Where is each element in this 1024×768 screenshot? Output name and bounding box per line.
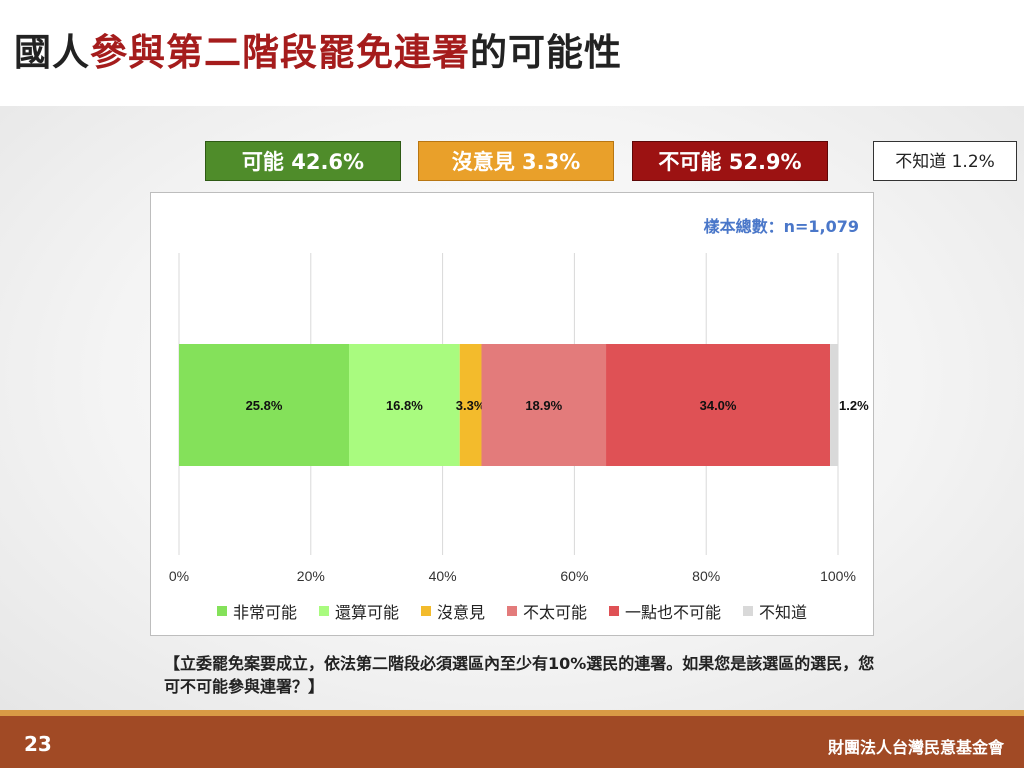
x-tick-label: 40% — [429, 568, 457, 584]
stacked-bar-chart: 0% 20% 40% 60% 80% 100% 25.8% 16.8% 3.3% 18.9% 34.… — [169, 253, 869, 584]
legend-item: 還算可能 — [318, 599, 399, 623]
data-label: 1.2% — [839, 398, 869, 413]
bar-segment — [459, 344, 482, 466]
data-label: 3.3% — [456, 398, 486, 413]
legend-label: 沒意見 — [436, 603, 485, 622]
footer-bar: 23 財團法人台灣民意基金會 — [0, 710, 1024, 768]
legend-item: 不太可能 — [507, 599, 587, 623]
legend-swatch — [743, 606, 754, 616]
data-label: 16.8% — [386, 398, 423, 413]
page-number: 23 — [24, 732, 52, 756]
data-label: 18.9% — [525, 398, 562, 413]
bar-segment — [179, 344, 350, 466]
legend-item: 一點也不可能 — [609, 599, 721, 623]
legend-swatch — [318, 606, 329, 616]
data-label: 25.8% — [246, 398, 283, 413]
legend-label: 不太可能 — [523, 603, 588, 622]
legend-label: 一點也不可能 — [625, 603, 722, 622]
page-title: 國人參與第二階段罷免連署的可能性 — [14, 22, 622, 76]
legend-label: 不知道 — [759, 603, 808, 622]
bar-segment — [349, 344, 460, 466]
legend-label: 還算可能 — [334, 603, 399, 622]
data-label: 34.0% — [700, 398, 737, 413]
chart-legend: 非常可能 還算可能 沒意見 不太可能 一點也不可能 不知道 — [151, 599, 873, 623]
x-tick-label: 20% — [297, 568, 325, 584]
title-part1: 國人 — [14, 31, 90, 74]
legend-swatch — [216, 606, 227, 616]
legend-item: 沒意見 — [420, 599, 485, 623]
legend-swatch — [609, 606, 620, 616]
survey-question: 【立委罷免案要成立，依法第二階段必須選區內至少有10%選民的連署。如果您是該選區… — [164, 654, 875, 696]
x-tick-label: 100% — [820, 568, 856, 584]
legend-swatch — [420, 606, 431, 616]
summary-possible: 可能 42.6% — [205, 141, 401, 181]
legend-swatch — [507, 606, 517, 616]
x-tick-label: 60% — [560, 568, 588, 584]
legend-item: 不知道 — [743, 599, 807, 623]
organization-name: 財團法人台灣民意基金會 — [827, 738, 1004, 757]
sample-size: 樣本總數：n=1,079 — [703, 217, 859, 236]
chart-panel: 樣本總數：n=1,079 0% 20% 40% 60% 80% 100% 25.8% 16.8… — [150, 192, 874, 636]
title-highlight: 參與第二階段罷免連署 — [90, 31, 470, 74]
legend-label: 非常可能 — [232, 603, 297, 622]
x-tick-label: 80% — [692, 568, 720, 584]
summary-impossible: 不可能 52.9% — [632, 141, 828, 181]
bar-segment — [481, 344, 607, 466]
bar-segment — [606, 344, 831, 466]
legend-item: 非常可能 — [216, 599, 297, 623]
x-tick-label: 0% — [169, 568, 189, 584]
summary-unknown: 不知道 1.2% — [873, 141, 1017, 181]
summary-no-opinion: 沒意見 3.3% — [418, 141, 614, 181]
title-part3: 的可能性 — [470, 31, 622, 74]
bar-segment — [830, 344, 838, 466]
